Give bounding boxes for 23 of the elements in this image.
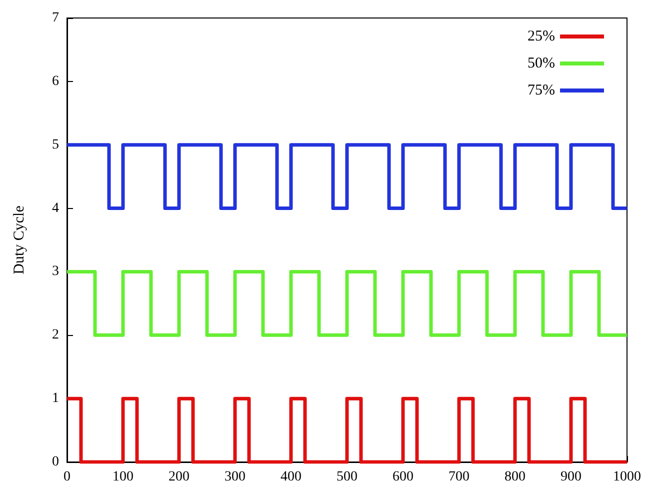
x-tick-label: 700	[448, 470, 470, 484]
y-axis-title: Duty Cycle	[12, 205, 28, 274]
legend-label: 75%	[528, 82, 555, 98]
x-tick-label: 600	[392, 470, 414, 484]
x-tick-label: 300	[224, 470, 246, 484]
y-tick-label: 4	[52, 200, 59, 216]
x-tick-label: 400	[280, 470, 302, 484]
y-tick-label: 5	[52, 137, 59, 152]
y-tick-label: 1	[52, 391, 59, 406]
x-tick-label: 100	[112, 470, 134, 484]
legend-label: 25%	[528, 28, 555, 44]
x-tick-label: 500	[336, 470, 358, 484]
y-tick-label: 7	[52, 10, 59, 26]
x-tick-label: 0	[64, 470, 70, 484]
y-tick-label: 2	[52, 328, 59, 343]
y-tick-label: 3	[52, 264, 59, 280]
x-tick-label: 200	[168, 470, 190, 484]
legend-label: 50%	[528, 56, 555, 72]
y-tick-label: 0	[52, 454, 59, 470]
x-tick-label: 900	[560, 470, 582, 484]
x-tick-label: 1000	[613, 470, 641, 484]
x-tick-label: 800	[504, 470, 526, 484]
y-tick-label: 6	[52, 74, 59, 89]
